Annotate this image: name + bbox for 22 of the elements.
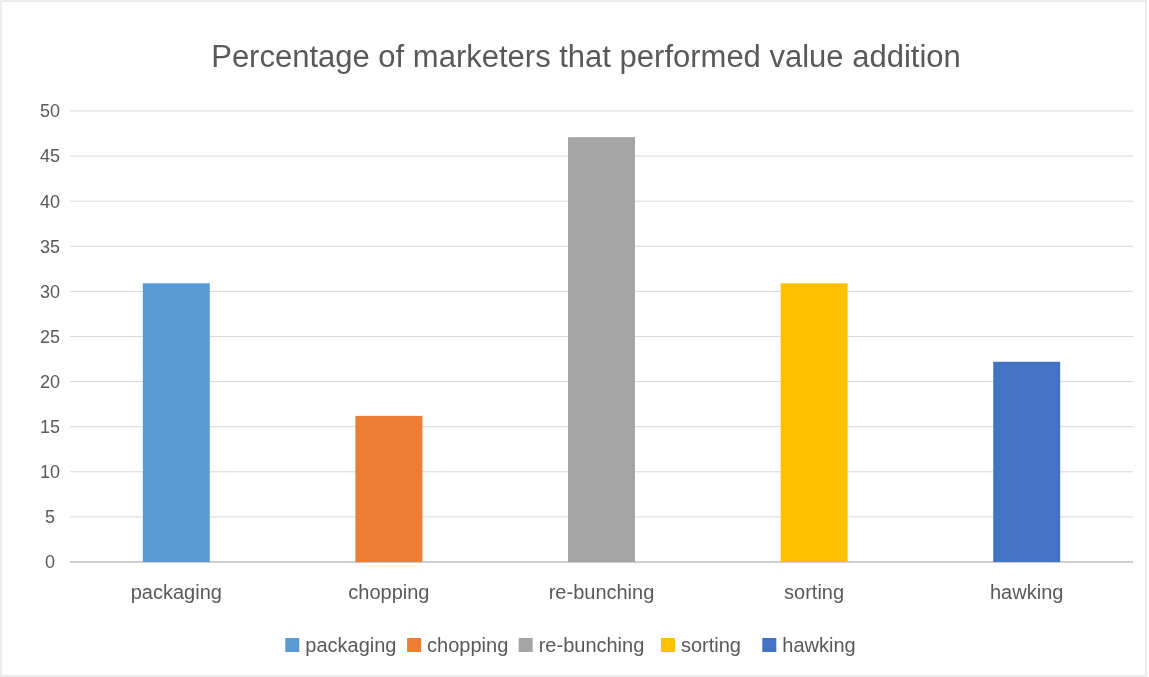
y-tick-label: 10 — [39, 462, 61, 483]
x-tick-label: sorting — [784, 581, 845, 603]
x-tick-label: re-bunching — [548, 581, 655, 603]
y-tick-label: 20 — [39, 371, 61, 392]
legend-label: packaging — [305, 634, 397, 656]
y-tick-label: 35 — [39, 236, 61, 257]
y-tick-label: 30 — [39, 281, 61, 302]
legend-label: chopping — [427, 634, 509, 656]
y-tick-label: 5 — [44, 507, 56, 528]
y-tick-label: 0 — [44, 552, 56, 573]
x-tick-label: hawking — [990, 581, 1064, 603]
y-tick-label: 45 — [39, 146, 61, 167]
y-tick-label: 25 — [39, 326, 61, 347]
legend-label: sorting — [680, 634, 741, 656]
legend-label: re-bunching — [538, 634, 645, 656]
legend-label: hawking — [782, 634, 856, 656]
y-tick-label: 50 — [39, 101, 61, 122]
x-tick-label: packaging — [130, 581, 222, 603]
y-tick-label: 40 — [39, 191, 61, 212]
chart-title: Percentage of marketers that performed value addition — [211, 39, 961, 74]
x-tick-label: chopping — [348, 581, 430, 603]
y-tick-label: 15 — [39, 417, 61, 437]
